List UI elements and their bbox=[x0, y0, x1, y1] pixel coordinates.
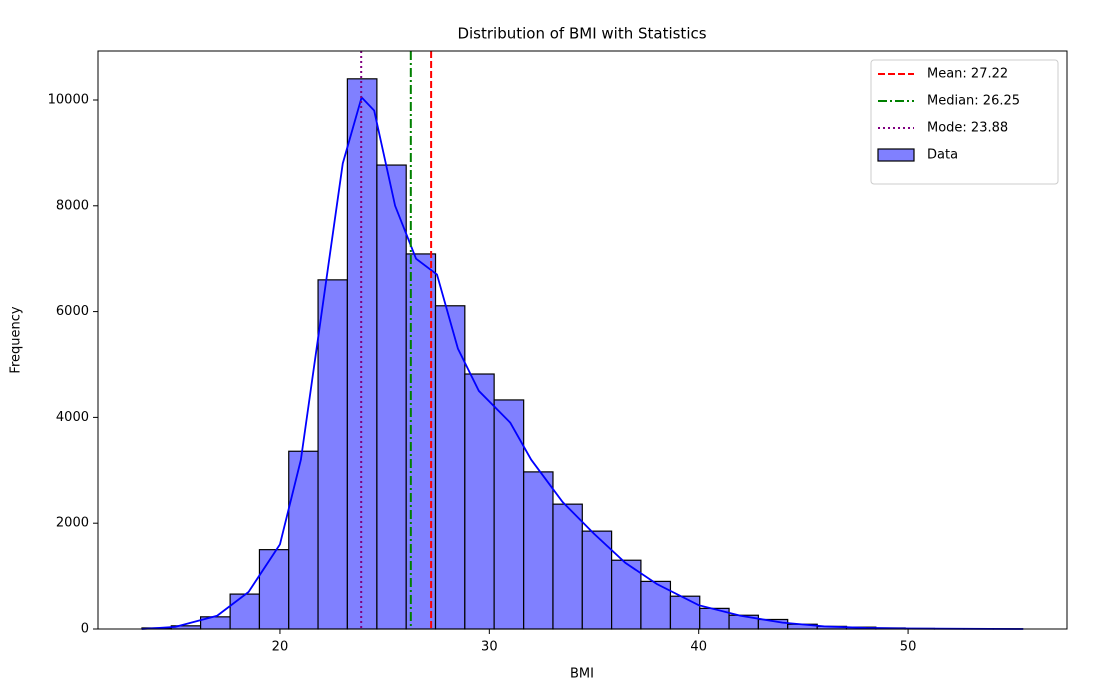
histogram-bar bbox=[229, 593, 261, 630]
histogram-bar bbox=[523, 471, 554, 630]
histogram-bar bbox=[434, 305, 466, 630]
legend-label: Median: 26.25 bbox=[927, 94, 1020, 109]
kde-curve bbox=[141, 95, 1024, 630]
histogram-bar bbox=[288, 450, 319, 630]
histogram-bar bbox=[611, 559, 642, 630]
y-tick-label: 8000 bbox=[56, 198, 89, 213]
legend-box bbox=[870, 59, 1059, 185]
y-axis-label: Frequency bbox=[9, 306, 24, 373]
chart-title: Distribution of BMI with Statistics bbox=[457, 25, 706, 43]
y-tick-label: 2000 bbox=[56, 516, 89, 531]
legend-swatch bbox=[877, 148, 915, 162]
y-tick-label: 6000 bbox=[56, 304, 89, 319]
legend-label: Mean: 27.22 bbox=[927, 67, 1008, 82]
legend: Mean: 27.22 Median: 26.25 Mode: 23.88 Data bbox=[870, 59, 1059, 185]
histogram-bar bbox=[493, 399, 525, 630]
x-tick-label: 20 bbox=[272, 640, 289, 655]
x-tick-label: 30 bbox=[481, 640, 498, 655]
histogram-bar bbox=[669, 595, 701, 630]
axes-frame bbox=[97, 50, 1068, 630]
x-axis-label: BMI bbox=[570, 667, 594, 682]
legend-label: Mode: 23.88 bbox=[927, 121, 1008, 136]
y-tick-label: 4000 bbox=[56, 410, 89, 425]
histogram-bar bbox=[317, 279, 348, 630]
y-tick-label: 10000 bbox=[48, 92, 89, 107]
histogram-bar bbox=[464, 373, 495, 630]
histogram-bar bbox=[376, 164, 407, 630]
legend-label: Data bbox=[927, 148, 958, 163]
histogram-bar bbox=[552, 503, 583, 630]
histogram-bar bbox=[258, 549, 290, 630]
x-tick-label: 50 bbox=[900, 640, 917, 655]
x-tick-label: 40 bbox=[690, 640, 707, 655]
y-tick-label: 0 bbox=[81, 622, 89, 637]
